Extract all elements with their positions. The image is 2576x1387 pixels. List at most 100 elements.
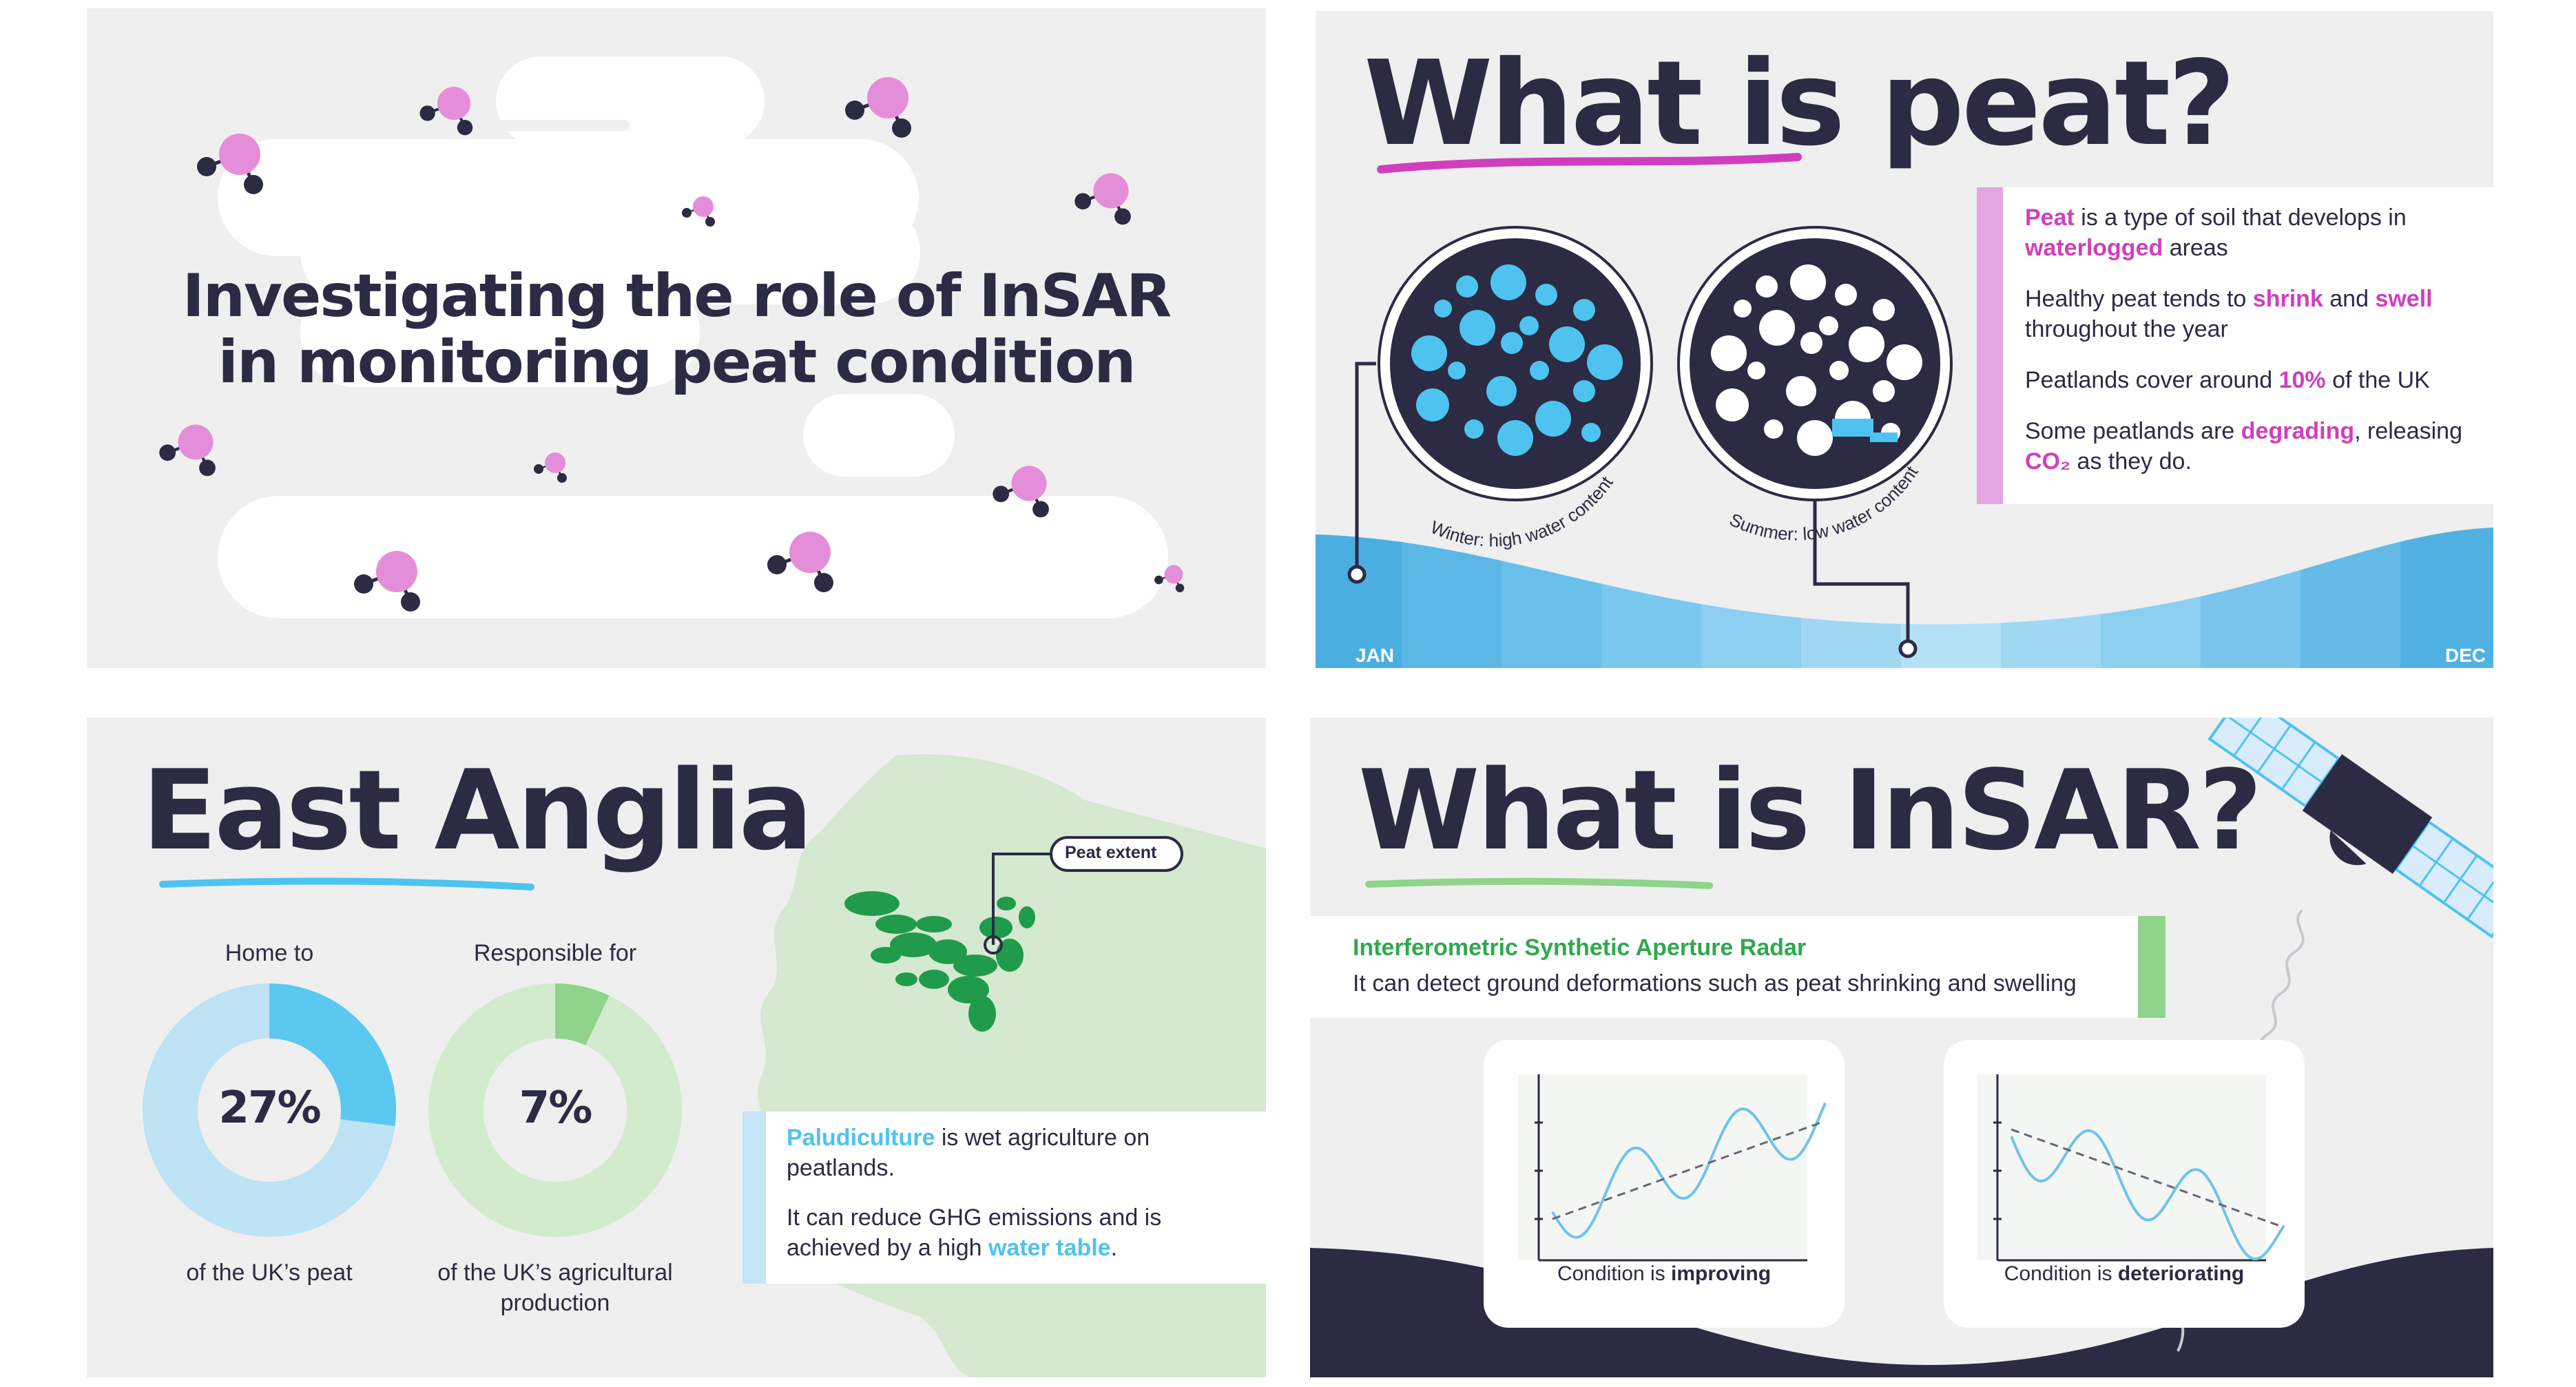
ground-band: [1310, 1248, 2493, 1377]
peat-fact-item: Some peatlands are degrading, releasing …: [2025, 416, 2473, 477]
body-text: Some peatlands are: [2025, 418, 2241, 444]
peat-patch: [979, 917, 1012, 939]
month-jan-label: JAN: [1355, 645, 1395, 666]
peat-patch: [844, 891, 900, 916]
body-text: and: [2323, 286, 2376, 312]
molecule-icon: [419, 87, 473, 136]
highlight-text: 10%: [2278, 367, 2326, 393]
region-outline: [752, 754, 1266, 1377]
body-text: , releasing: [2354, 418, 2462, 444]
improving-caption: Condition is improving: [1484, 1259, 1845, 1289]
facts-accent-bar: [1977, 187, 2003, 504]
peat-extent-label: Peat extent: [1065, 843, 1157, 862]
slide-title: What is peat?: [1364, 36, 2236, 172]
clouds-and-molecules-illustration: [218, 56, 1168, 618]
highlight-text: degrading: [2241, 418, 2355, 444]
paludiculture-info-box: Paludiculture is wet agriculture on peat…: [742, 1112, 1266, 1284]
trend-line: [2011, 1128, 2281, 1227]
body-text: It can reduce GHG emissions and is achie…: [787, 1204, 1162, 1261]
winter-peat-circle: [1378, 226, 1653, 501]
molecule-icon: [159, 424, 216, 477]
body-text: Healthy peat tends to: [2025, 286, 2253, 312]
molecule-icons: [159, 77, 1185, 612]
molecule-icon: [845, 77, 911, 138]
donut1-top-label: Home to: [225, 940, 314, 966]
peat-patch: [919, 970, 949, 989]
body-text: is wet agriculture on peatlands.: [787, 1125, 1150, 1181]
deformation-signal: [2010, 1129, 2285, 1261]
molecule-icon: [354, 551, 420, 612]
body-text: is a type of soil that develops in: [2074, 205, 2407, 231]
highlight-text: water table: [988, 1235, 1111, 1261]
slide-what-is-peat: What is peat? Winter: high water content…: [1316, 11, 2493, 668]
satellite-icon: [2208, 718, 2493, 939]
peat-extent-area: [844, 891, 1035, 1032]
peat-fact-item: Peat is a type of soil that develops in …: [2025, 202, 2473, 263]
deteriorating-caption: Condition is deteriorating: [1944, 1259, 2305, 1289]
slide-title: East Anglia: [142, 746, 813, 875]
peat-facts-list: Peat is a type of soil that develops in …: [2025, 202, 2473, 497]
molecule-icon: [682, 196, 715, 227]
caption-prefix: Condition is: [2004, 1262, 2118, 1285]
body-text: areas: [2163, 235, 2228, 261]
title-underline: [1365, 877, 1713, 889]
info-accent-bar: [742, 1112, 766, 1284]
peat-patch: [916, 916, 952, 932]
molecule-icon: [1154, 565, 1185, 593]
body-text: as they do.: [2070, 448, 2192, 474]
highlight-text: Peat: [2025, 205, 2075, 231]
body-text: .: [1110, 1235, 1118, 1261]
insar-description: It can detect ground deformations such a…: [1353, 970, 2077, 997]
molecule-icon: [993, 466, 1049, 518]
deformation-signal: [1551, 1102, 1827, 1239]
slide-title: Investigating the role of InSAR in monit…: [87, 263, 1266, 395]
slide-insar-title: Investigating the role of InSAR in monit…: [87, 8, 1266, 668]
definition-box: Interferometric Synthetic Aperture Radar…: [1310, 916, 2152, 1018]
info-paragraph-2: It can reduce GHG emissions and is achie…: [787, 1202, 1200, 1263]
caption-prefix: Condition is: [1557, 1262, 1672, 1285]
peat-marker: [984, 935, 1003, 955]
slide-east-anglia: Peat extent East Anglia Home to 27% of t…: [87, 718, 1266, 1377]
molecule-icon: [767, 532, 833, 592]
body-text: throughout the year: [2025, 316, 2228, 342]
donut1-bottom-label: of the UK’s peat: [186, 1260, 353, 1286]
donut2-bottom-line-1: of the UK’s agricultural: [437, 1260, 673, 1286]
peat-facts-box: Peat is a type of soil that develops in …: [1977, 187, 2493, 504]
donut-chart-peat: [143, 983, 396, 1237]
title-line-1: Investigating the role of InSAR: [182, 262, 1172, 331]
peat-patch: [996, 939, 1024, 972]
info-paragraph-1: Paludiculture is wet agriculture on peat…: [787, 1123, 1200, 1183]
highlight-text: CO₂: [2025, 448, 2071, 474]
caption-emphasis: improving: [1671, 1262, 1772, 1285]
summer-peat-circle: [1677, 226, 1953, 501]
body-text: Peatlands cover around: [2025, 367, 2279, 393]
peat-patch: [953, 955, 997, 977]
peat-patch: [997, 897, 1016, 910]
molecule-icon: [534, 452, 567, 483]
jan-marker: [1347, 565, 1367, 584]
deteriorating-chart: [1977, 1074, 2285, 1262]
peat-patch: [928, 939, 967, 964]
body-text: of the UK: [2325, 367, 2430, 393]
peat-patch: [1019, 906, 1035, 928]
improving-chart: [1518, 1074, 1827, 1262]
peat-illustration: Winter: high water content Summer: low w…: [1316, 153, 2493, 668]
peat-patch: [968, 996, 996, 1032]
slide-what-is-insar: What is InSAR? Interferometric Synthetic…: [1310, 718, 2493, 1377]
peat-patch: [890, 932, 937, 957]
acronym-expansion: Interferometric Synthetic Aperture Radar: [1353, 935, 1807, 961]
highlight-text: waterlogged: [2025, 235, 2163, 261]
slide-title: What is InSAR?: [1358, 746, 2263, 875]
molecule-icon: [1074, 173, 1131, 225]
donut2-top-label: Responsible for: [473, 940, 637, 966]
donut2-bottom-line-2: production: [500, 1290, 610, 1316]
donut2-bottom-label: of the UK’s agricultural production: [431, 1258, 679, 1318]
highlight-text: swell: [2375, 286, 2433, 312]
title-underline: [159, 877, 534, 890]
molecule-icon: [197, 134, 263, 194]
month-dec-label: DEC: [2445, 645, 2486, 666]
title-underline: [1377, 153, 1802, 174]
trend-line: [1552, 1121, 1822, 1220]
peat-fact-item: Healthy peat tends to shrink and swell t…: [2025, 284, 2473, 344]
summer-marker: [1898, 639, 1918, 658]
